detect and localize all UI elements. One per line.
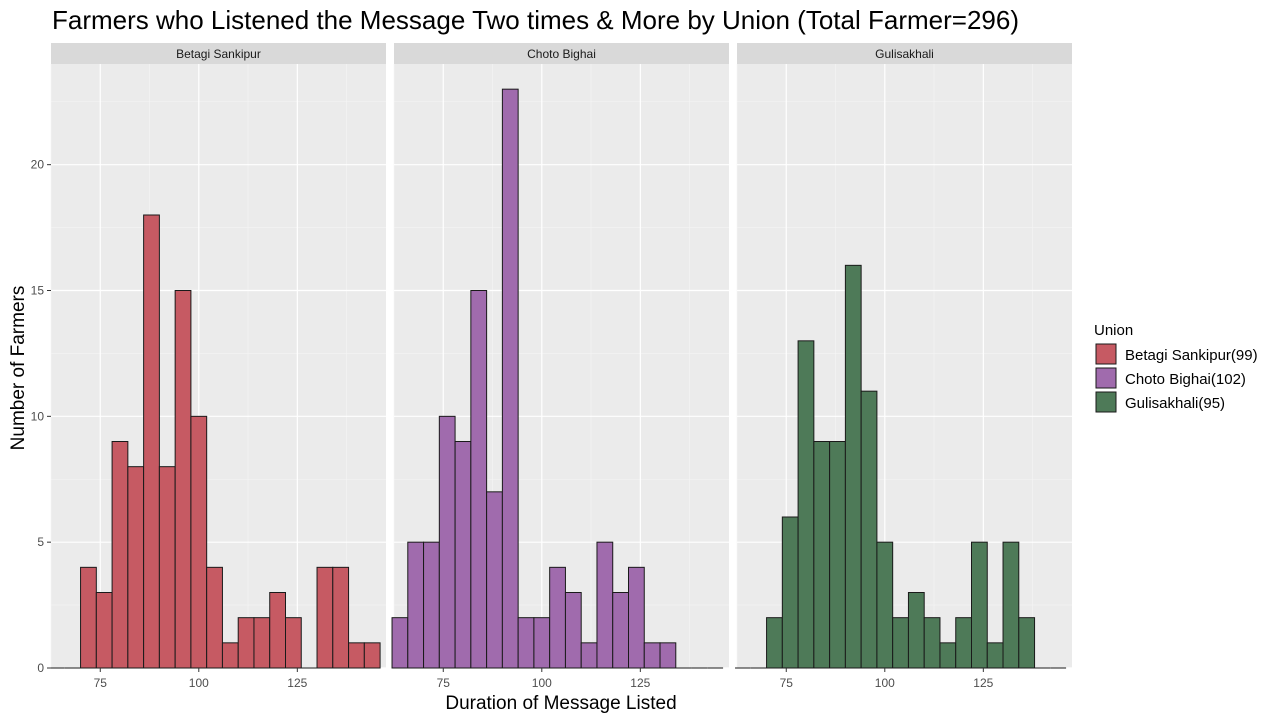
y-tick-label: 20: [31, 158, 45, 172]
legend-swatch: [1095, 343, 1117, 365]
histogram-bar: [391, 617, 409, 669]
legend-label: Betagi Sankipur(99): [1125, 347, 1258, 364]
histogram-bar: [876, 541, 894, 669]
histogram-bar: [269, 592, 286, 669]
x-tick-label: 100: [532, 676, 552, 690]
x-tick-label: 100: [875, 676, 895, 690]
facet-panel: Choto Bighai 75 100 125: [391, 43, 729, 690]
histogram-bar: [316, 566, 334, 669]
histogram-bar: [111, 441, 129, 669]
x-axis-title: Duration of Message Listed: [445, 693, 676, 714]
histogram-bar: [253, 617, 271, 669]
facet-panel: Gulisakhali 75 100 125: [735, 43, 1072, 690]
chart-title: Farmers who Listened the Message Two tim…: [52, 5, 1019, 35]
histogram-bar: [501, 88, 519, 669]
histogram-bar: [407, 541, 425, 669]
histogram-bar: [643, 642, 661, 669]
histogram-bar: [533, 617, 551, 669]
histogram-bar: [971, 541, 988, 669]
histogram-bar: [564, 592, 582, 669]
x-tick-label: 100: [189, 676, 209, 690]
histogram-bar: [190, 415, 208, 669]
legend-swatch: [1095, 391, 1117, 413]
y-tick-label: 0: [37, 661, 44, 675]
y-tick-label: 5: [37, 535, 44, 549]
histogram-bar: [127, 466, 145, 669]
facet-strip-label: Betagi Sankipur: [176, 47, 261, 61]
histogram-bar: [549, 566, 566, 669]
x-tick-label: 125: [630, 676, 650, 690]
x-tick-label: 75: [94, 676, 108, 690]
legend-title: Union: [1094, 322, 1133, 339]
histogram-bar: [923, 617, 941, 669]
y-tick-label: 10: [31, 409, 45, 423]
legend-label: Gulisakhali(95): [1125, 395, 1225, 412]
x-tick-label: 125: [973, 676, 993, 690]
histogram-bar: [454, 441, 472, 669]
histogram-bar: [844, 264, 862, 669]
histogram-bar: [596, 541, 614, 669]
histogram-bar: [659, 642, 677, 669]
histogram-bar: [612, 592, 629, 669]
legend-entries: Betagi Sankipur(99) Choto Bighai(102) Guli…: [1095, 343, 1258, 413]
facet-strip: [394, 43, 729, 64]
y-axis-ticks: 0 5 10 15 20: [31, 158, 51, 675]
facet-strip-label: Choto Bighai: [527, 47, 596, 61]
histogram-bar: [486, 491, 503, 669]
histogram-bar: [1002, 541, 1020, 669]
histogram-bar: [986, 642, 1004, 669]
histogram-bar: [939, 642, 957, 669]
x-tick-label: 75: [780, 676, 794, 690]
histogram-bar: [907, 592, 925, 669]
facet-strip-label: Gulisakhali: [875, 47, 934, 61]
x-tick-label: 125: [287, 676, 307, 690]
histogram-bar: [332, 566, 350, 669]
histogram-bar: [206, 566, 223, 669]
histogram-bar: [363, 642, 381, 669]
y-tick-label: 15: [31, 284, 45, 298]
histogram-bar: [348, 642, 365, 669]
legend-swatch: [1095, 367, 1117, 389]
histogram-bar: [860, 390, 878, 669]
facet-panel: Betagi Sankipur 75 100 125: [49, 43, 386, 690]
histogram-bar: [813, 441, 831, 669]
histogram-bar: [237, 617, 255, 669]
facet-strip: [737, 43, 1072, 64]
histogram-bar: [174, 290, 192, 669]
legend: Union Betagi Sankipur(99) Choto Bighai(10…: [1094, 322, 1258, 413]
facet-strip: [51, 43, 386, 64]
histogram-bar: [143, 214, 160, 669]
histogram-bar: [892, 617, 909, 669]
histogram-bar: [285, 617, 302, 669]
facet-panels: Betagi Sankipur 75 100 125 Choto Bighai 75 100…: [49, 43, 1072, 690]
x-tick-label: 75: [437, 676, 451, 690]
histogram-bar: [781, 516, 799, 669]
histogram-bar: [95, 592, 113, 669]
histogram-bar: [438, 415, 456, 669]
histogram-bar: [517, 617, 535, 669]
histogram-bar: [80, 566, 97, 669]
legend-label: Choto Bighai(102): [1125, 371, 1246, 388]
histogram-bar: [797, 340, 815, 669]
histogram-bar: [158, 466, 176, 669]
histogram-bar: [766, 617, 783, 669]
histogram-bar: [628, 566, 645, 669]
histogram-bar: [1018, 617, 1036, 669]
histogram-bar: [470, 290, 488, 669]
histogram-bar: [580, 642, 598, 669]
histogram-bar: [221, 642, 239, 669]
y-axis-title: Number of Farmers: [8, 286, 29, 451]
histogram-bar: [829, 441, 846, 669]
histogram-bar: [423, 541, 440, 669]
histogram-bar: [955, 617, 972, 669]
